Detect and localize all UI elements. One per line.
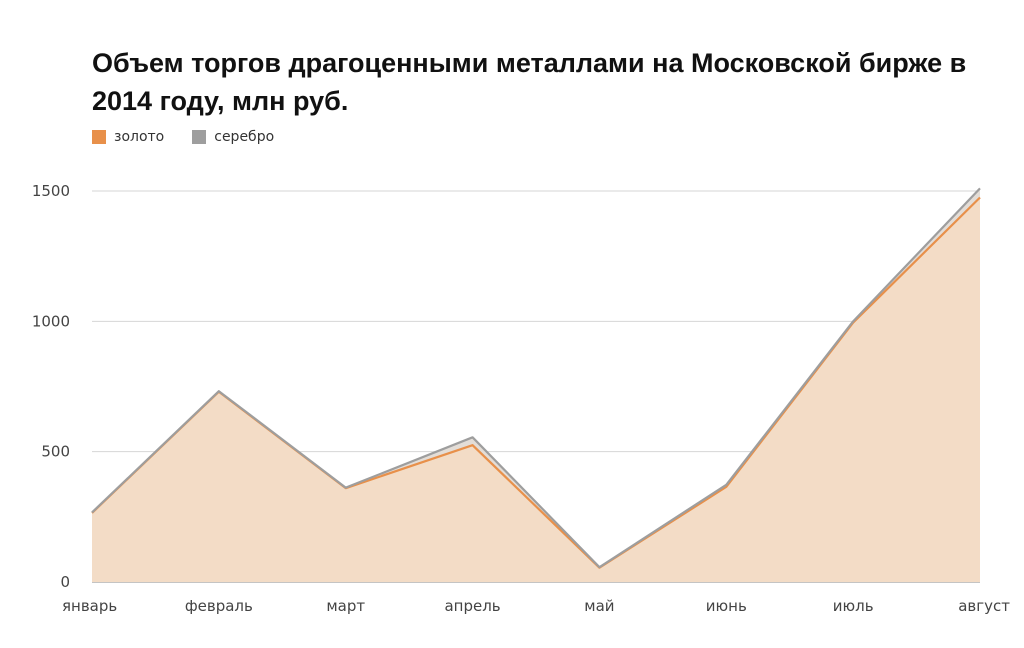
legend-item-silver[interactable]: серебро bbox=[192, 129, 274, 145]
series-line-silver bbox=[91, 187, 981, 569]
x-tick-label: январь bbox=[62, 597, 117, 615]
x-tick-label: февраль bbox=[185, 597, 253, 615]
x-tick-label: май bbox=[584, 597, 614, 615]
series-lines bbox=[91, 187, 981, 569]
x-axis-labels: январь февраль март апрель май июнь июль август bbox=[62, 597, 1010, 615]
x-tick-label: март bbox=[326, 597, 365, 615]
area-gold bbox=[92, 197, 980, 582]
y-tick-label: 1000 bbox=[32, 312, 70, 330]
chart-title: Объем торгов драгоценными металлами на М… bbox=[92, 48, 967, 116]
x-tick-label: июнь bbox=[706, 597, 747, 615]
y-axis-labels: 0 500 1000 1500 bbox=[32, 182, 70, 591]
y-tick-label: 0 bbox=[60, 573, 70, 591]
areas bbox=[92, 188, 980, 582]
legend-label-silver: серебро bbox=[214, 129, 275, 145]
x-tick-label: август bbox=[958, 597, 1010, 615]
legend-label-gold: золото bbox=[114, 129, 165, 145]
legend-item-gold[interactable]: золото bbox=[92, 129, 164, 145]
legend: золото серебро bbox=[92, 126, 302, 148]
legend-swatch-gold bbox=[92, 130, 106, 144]
x-tick-label: июль bbox=[833, 597, 874, 615]
legend-swatch-silver bbox=[192, 130, 207, 144]
y-tick-label: 500 bbox=[41, 443, 70, 461]
x-tick-label: апрель bbox=[444, 597, 500, 615]
y-tick-label: 1500 bbox=[32, 182, 70, 200]
